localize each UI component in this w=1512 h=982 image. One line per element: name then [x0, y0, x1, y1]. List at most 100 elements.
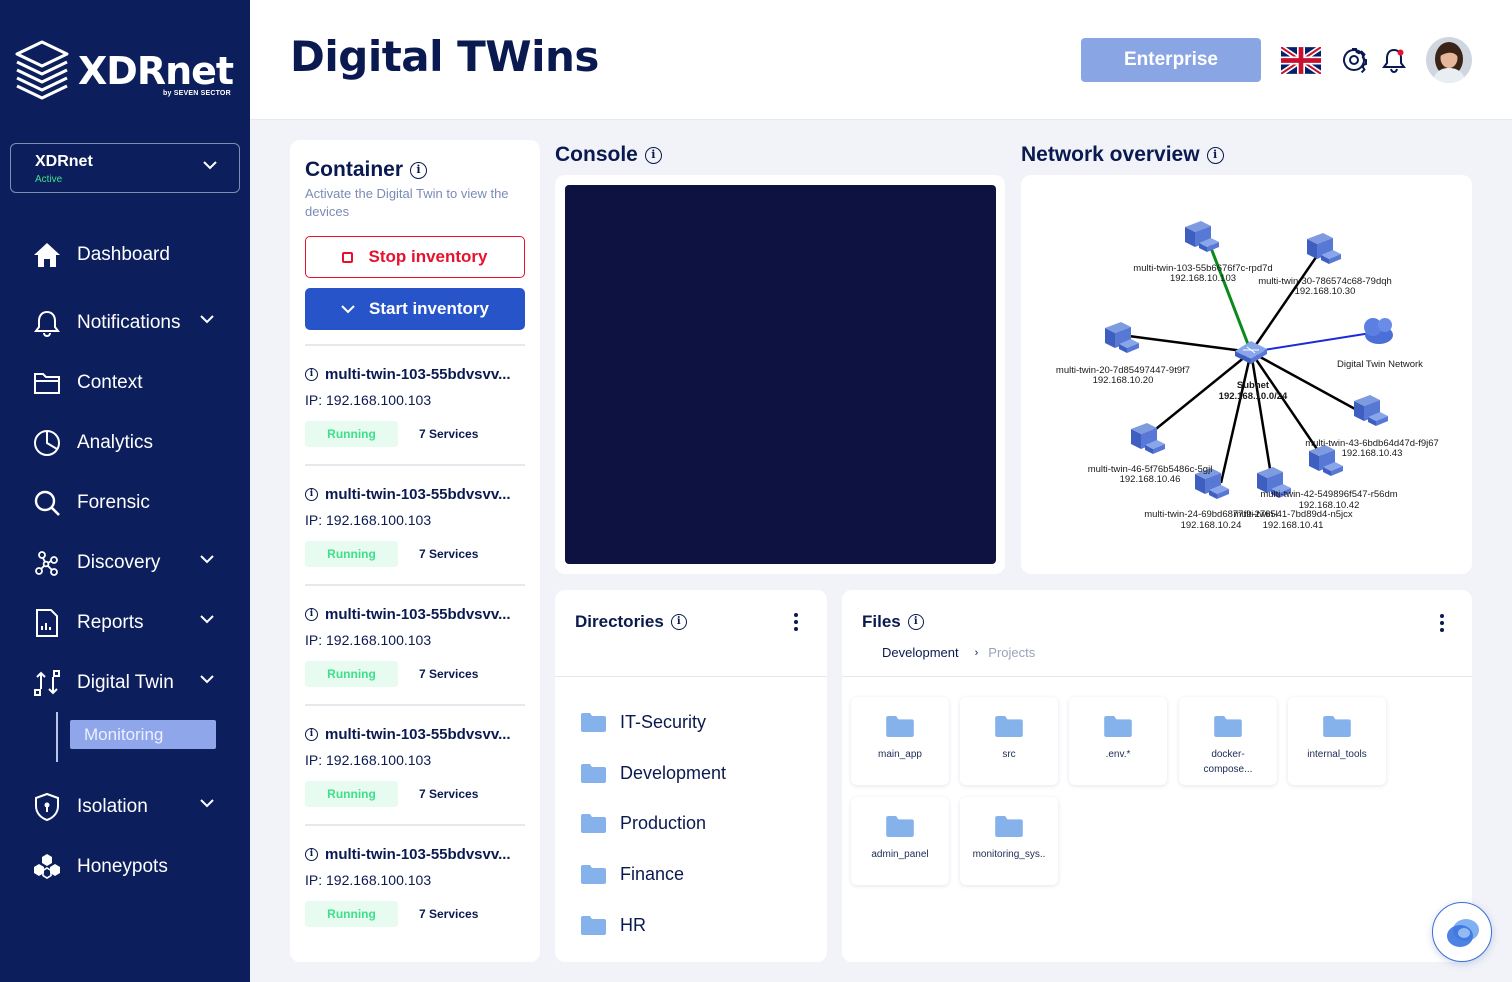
chevron-down-icon	[341, 304, 355, 313]
network-overview-panel: Subnet 192.168.10.0/24 multi-twin-103-55…	[1021, 175, 1472, 574]
twin-name: i multi-twin-103-55bdvsvv...	[305, 366, 511, 383]
twin-list-item[interactable]: i multi-twin-103-55bdvsvv... IP: 192.168.…	[305, 584, 525, 704]
gear-icon[interactable]	[1341, 47, 1367, 73]
directory-label: Finance	[620, 863, 685, 884]
start-inventory-button[interactable]: Start inventory	[305, 288, 525, 330]
directories-panel: Directories i IT-Security Development Pr…	[555, 590, 827, 962]
twin-name: i multi-twin-103-55bdvsvv...	[305, 486, 511, 503]
directory-item[interactable]: Development	[581, 758, 726, 788]
device-node-icon[interactable]	[1131, 423, 1165, 454]
brand-name: XDRnet	[78, 49, 234, 93]
file-tile[interactable]: internal_tools	[1288, 697, 1386, 785]
nav-notifications[interactable]: Notifications	[32, 305, 232, 341]
node-ip: 192.168.10.30	[1295, 286, 1356, 297]
file-name: admin_panel	[871, 849, 929, 860]
network-links	[1120, 249, 1367, 484]
nav-reports[interactable]: Reports	[32, 605, 232, 641]
device-node-icon[interactable]	[1354, 395, 1388, 426]
info-icon[interactable]: i	[305, 848, 318, 861]
directory-item[interactable]: Finance	[581, 859, 684, 889]
files-title-text: Files	[862, 612, 901, 631]
enterprise-button[interactable]: Enterprise	[1081, 38, 1261, 82]
cloud-icon[interactable]	[1364, 318, 1393, 344]
twin-list-item[interactable]: i multi-twin-103-55bdvsvv... IP: 192.168.…	[305, 464, 525, 584]
switch-icon[interactable]	[1235, 341, 1267, 364]
file-tile[interactable]: docker-compose...	[1179, 697, 1277, 785]
breadcrumb-item-current: Projects	[988, 645, 1036, 660]
info-icon[interactable]: i	[644, 146, 662, 164]
device-node-icon[interactable]	[1309, 445, 1343, 476]
directory-label: IT-Security	[620, 711, 707, 732]
device-node-icon[interactable]	[1185, 221, 1219, 252]
nav-analytics[interactable]: Analytics	[32, 425, 232, 461]
twin-name-text: multi-twin-103-55bdvsvv...	[325, 366, 511, 383]
device-node-icon[interactable]	[1307, 233, 1341, 264]
submenu-monitoring[interactable]: Monitoring	[70, 720, 216, 749]
assistant-chat-button[interactable]	[1432, 902, 1492, 962]
file-tile[interactable]: monitoring_sys..	[960, 797, 1058, 885]
info-icon[interactable]: i	[305, 488, 318, 501]
brand-logo[interactable]: XDRnet by SEVEN SECTOR	[14, 38, 234, 104]
nav-dashboard[interactable]: Dashboard	[32, 237, 232, 273]
more-vertical-icon[interactable]	[1440, 614, 1446, 635]
file-tile[interactable]: admin_panel	[851, 797, 949, 885]
directory-label: HR	[620, 914, 646, 935]
node-ip: 192.168.10.43	[1342, 448, 1403, 459]
folder-icon	[32, 368, 62, 398]
nav-context[interactable]: Context	[32, 365, 232, 401]
breadcrumb-item[interactable]: Development	[882, 645, 959, 660]
nav-isolation[interactable]: Isolation	[32, 789, 232, 825]
twin-list-item[interactable]: i multi-twin-103-55bdvsvv... IP: 192.168.…	[305, 704, 525, 824]
info-icon[interactable]: i	[305, 728, 318, 741]
twin-ip: IP: 192.168.100.103	[305, 392, 432, 408]
twin-name-text: multi-twin-103-55bdvsvv...	[325, 846, 511, 863]
uk-flag-icon[interactable]	[1281, 47, 1321, 74]
chevron-right-icon: ›	[974, 646, 979, 659]
info-icon[interactable]: i	[410, 161, 428, 179]
directory-item[interactable]: HR	[581, 910, 646, 940]
info-icon[interactable]: i	[305, 368, 318, 381]
org-selector[interactable]: XDRnet Active	[10, 143, 240, 193]
chevron-down-icon	[200, 555, 214, 564]
nav-digital-twin[interactable]: Digital Twin	[32, 665, 232, 701]
twin-list-item[interactable]: i multi-twin-103-55bdvsvv... IP: 192.168.…	[305, 824, 525, 944]
nav-honeypots[interactable]: Honeypots	[32, 849, 232, 885]
folder-icon	[995, 816, 1023, 837]
chevron-down-icon	[200, 799, 214, 808]
file-name: monitoring_sys..	[972, 849, 1046, 860]
divider	[555, 676, 827, 677]
breadcrumb: Development › Projects	[882, 645, 1035, 660]
info-icon[interactable]: i	[1206, 146, 1224, 164]
twin-services: 7 Services	[419, 787, 479, 801]
twin-services: 7 Services	[419, 427, 479, 441]
info-icon[interactable]: i	[305, 608, 318, 621]
folder-icon	[886, 816, 914, 837]
twin-name-text: multi-twin-103-55bdvsvv...	[325, 486, 511, 503]
nav-discovery[interactable]: Discovery	[32, 545, 232, 581]
container-subtitle: Activate the Digital Twin to view the de…	[305, 186, 509, 219]
stop-inventory-button[interactable]: Stop inventory	[305, 236, 525, 278]
info-icon[interactable]: i	[907, 614, 924, 630]
directory-item[interactable]: IT-Security	[581, 707, 706, 737]
more-vertical-icon[interactable]	[794, 613, 800, 634]
avatar[interactable]	[1426, 37, 1472, 83]
node-label: multi-twin-42-549896f547-r56dm	[1260, 489, 1397, 500]
folder-icon	[581, 763, 606, 783]
top-header: Digital TWins Enterprise	[250, 0, 1512, 120]
console-terminal[interactable]	[565, 185, 996, 564]
info-icon[interactable]: i	[670, 614, 687, 630]
file-tile[interactable]: main_app	[851, 697, 949, 785]
file-tile[interactable]: src	[960, 697, 1058, 785]
twin-ip: IP: 192.168.100.103	[305, 632, 432, 648]
file-tile[interactable]: .env.*	[1069, 697, 1167, 785]
network-graph[interactable]: Subnet 192.168.10.0/24 multi-twin-103-55…	[1021, 175, 1472, 574]
bell-icon[interactable]	[1381, 47, 1407, 73]
directory-item[interactable]: Production	[581, 808, 706, 838]
nav-label: Context	[77, 372, 143, 393]
directories-title: Directories i	[575, 612, 687, 632]
nav-forensic[interactable]: Forensic	[32, 485, 232, 521]
node-label: Digital Twin Network	[1337, 359, 1423, 370]
status-badge: Running	[305, 901, 398, 927]
twin-list-item[interactable]: i multi-twin-103-55bdvsvv... IP: 192.168.…	[305, 344, 525, 464]
node-label: multi-twin-43-6bdb64d47d-f9j67	[1305, 438, 1439, 449]
